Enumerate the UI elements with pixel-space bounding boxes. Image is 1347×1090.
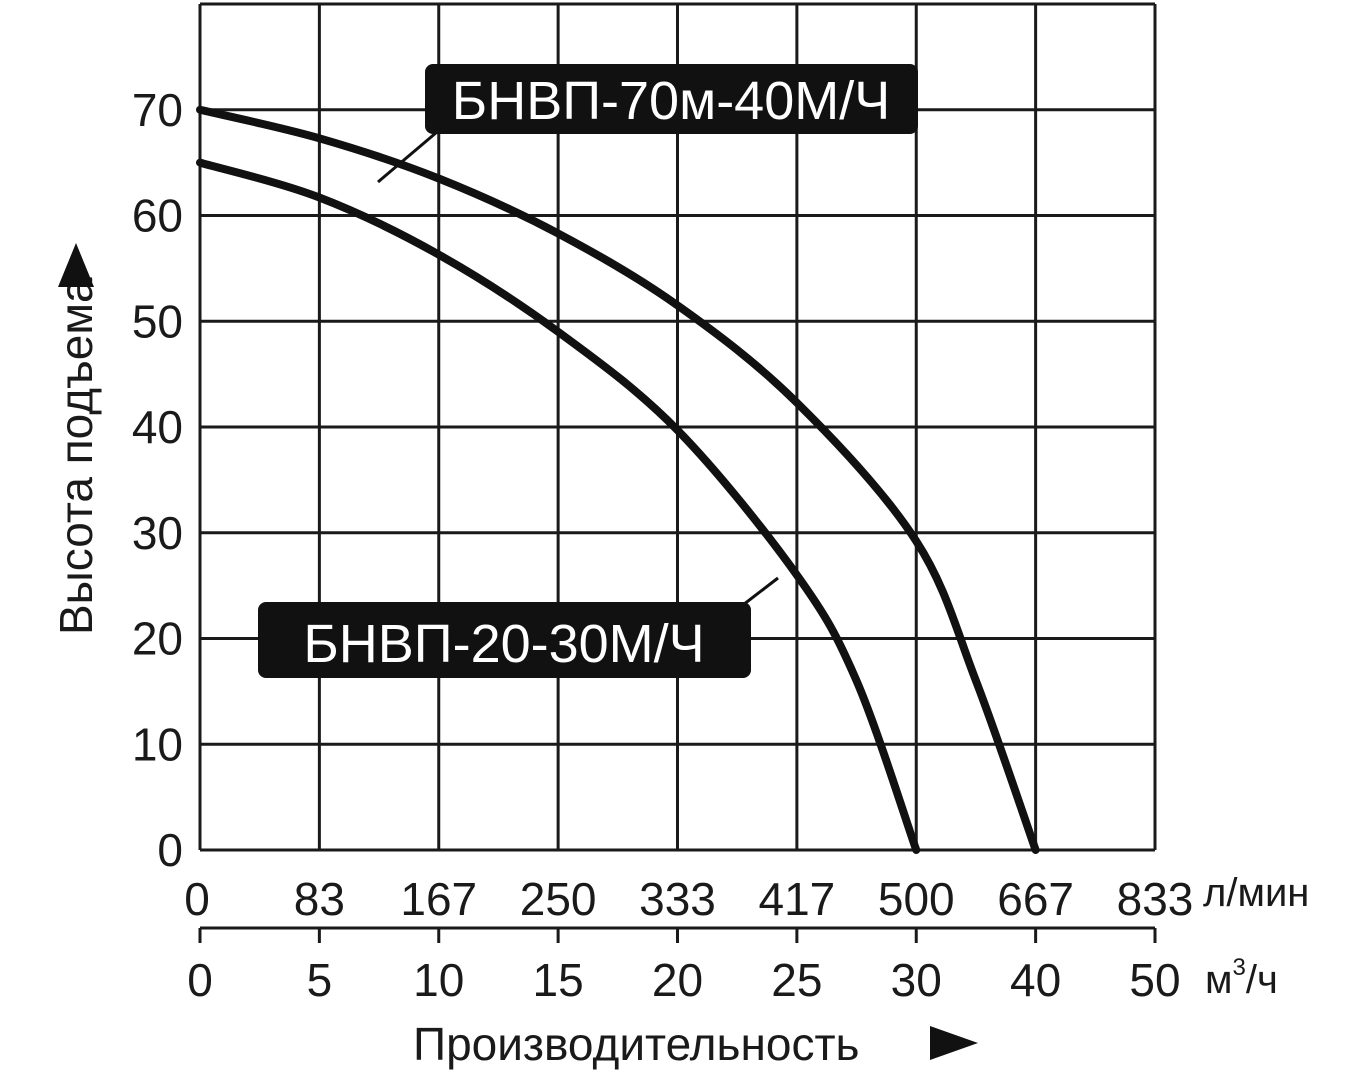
series-line-2 xyxy=(196,158,921,854)
y-tick-label: 20 xyxy=(132,613,183,665)
x-tick-label-m3h: 30 xyxy=(891,954,942,1006)
callout-label-2: БНВП-20-30М/Ч xyxy=(303,614,704,674)
x-axis-arrow-icon xyxy=(930,1026,978,1060)
x-tick-label-lpm: 250 xyxy=(520,873,597,925)
y-axis-title: Высота подъема xyxy=(50,277,102,635)
y-axis-arrow-icon xyxy=(58,243,94,287)
callout-box-2 xyxy=(258,602,751,678)
x-tick-labels-m3h: 0 5 10 15 20 25 30 40 50 xyxy=(187,954,1180,1006)
curves xyxy=(196,105,1040,854)
x-tick-label-m3h: 25 xyxy=(771,954,822,1006)
series-line-1 xyxy=(196,105,1040,854)
x-unit-m3h: м3/ч xyxy=(1205,954,1278,1002)
x-unit-m3h-sup: 3 xyxy=(1233,954,1246,981)
callout-label-1: БНВП-70м-40М/Ч xyxy=(452,71,890,131)
callout-series-2: БНВП-20-30М/Ч xyxy=(258,576,779,678)
x-tick-label-m3h: 20 xyxy=(652,954,703,1006)
y-tick-label: 70 xyxy=(132,84,183,136)
x-tick-label-lpm: 833 xyxy=(1117,873,1194,925)
x-tick-label-lpm: 167 xyxy=(400,873,477,925)
y-tick-labels: 0 10 20 30 40 50 60 70 xyxy=(132,84,183,876)
y-tick-label: 30 xyxy=(132,507,183,559)
x-tick-label-lpm: 417 xyxy=(759,873,836,925)
y-axis-title-group: Высота подъема xyxy=(50,243,102,635)
x-tick-label-lpm: 0 xyxy=(184,873,210,925)
x-tick-label-m3h: 40 xyxy=(1010,954,1061,1006)
x-tick-label-m3h: 0 xyxy=(187,954,213,1006)
x-tick-label-lpm: 333 xyxy=(639,873,716,925)
x-tick-labels-lpm: 0 83 167 250 333 417 500 667 833 xyxy=(184,873,1193,925)
y-tick-label: 50 xyxy=(132,295,183,347)
x-unit-lpm: л/мин xyxy=(1203,871,1309,915)
callout-series-1: БНВП-70м-40М/Ч xyxy=(377,64,918,184)
x-tick-label-m3h: 15 xyxy=(533,954,584,1006)
callout-box-1 xyxy=(425,64,918,134)
y-tick-label: 0 xyxy=(157,824,183,876)
x-axis-title: Производительность xyxy=(413,1018,859,1070)
x-tick-label-m3h: 10 xyxy=(413,954,464,1006)
callout-leader-1 xyxy=(377,130,438,184)
x-unit-m3h-base: м xyxy=(1205,958,1233,1002)
x-tick-label-lpm: 83 xyxy=(294,873,345,925)
y-tick-label: 60 xyxy=(132,190,183,242)
y-tick-label: 40 xyxy=(132,401,183,453)
secondary-axis-ticks xyxy=(198,928,1157,943)
x-tick-label-lpm: 500 xyxy=(878,873,955,925)
x-tick-label-lpm: 667 xyxy=(997,873,1074,925)
x-tick-label-m3h: 5 xyxy=(307,954,333,1006)
x-tick-label-m3h: 50 xyxy=(1129,954,1180,1006)
x-unit-m3h-tail: /ч xyxy=(1246,958,1278,1002)
y-tick-label: 10 xyxy=(132,718,183,770)
